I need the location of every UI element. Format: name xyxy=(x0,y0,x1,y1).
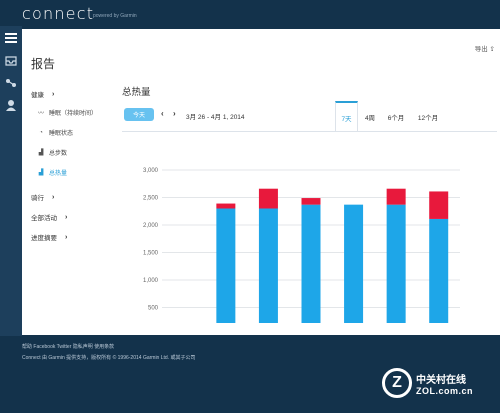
watermark-text: 中关村在线 ZOL.com.cn xyxy=(416,371,473,396)
zol-watermark: Z 中关村在线 ZOL.com.cn xyxy=(382,368,473,398)
today-button[interactable]: 今天 xyxy=(124,108,154,121)
bar-segment-excess xyxy=(216,203,236,209)
chart-header-divider xyxy=(122,131,497,132)
powered-by-text: powered by Garmin xyxy=(93,13,137,19)
footer-copyright: Connect 由 Garmin 提供支持，版权所有 © 1996-2014 G… xyxy=(22,355,196,361)
sidebar-section-progress[interactable]: 进度摘要 › xyxy=(31,232,68,243)
prev-arrow-icon[interactable]: ‹ xyxy=(161,109,164,118)
bar-segment-base xyxy=(258,208,278,323)
y-tick-label: 3,000 xyxy=(143,168,159,174)
sidebar-section-health[interactable]: 健康 › xyxy=(31,89,55,100)
top-bar: connect powered by Garmin xyxy=(0,0,500,26)
watermark-cn: 中关村在线 xyxy=(416,374,466,386)
sidebar-item-total-calories[interactable]: ▟ 总热量 xyxy=(37,168,67,177)
y-tick-label: 500 xyxy=(148,306,159,312)
sidebar-section-cycling[interactable]: 骑行 › xyxy=(31,192,55,203)
tab-4-weeks[interactable]: 4周 xyxy=(364,114,376,122)
sidebar-section-label: 健康 xyxy=(31,92,44,99)
sidebar-item-label: 睡眠（持续时间） xyxy=(49,111,98,117)
export-button[interactable]: 导出 ⇪ xyxy=(474,46,495,53)
tab-7-days[interactable]: 7天 xyxy=(335,101,358,132)
sidebar-item-total-steps[interactable]: ▟ 总步数 xyxy=(37,148,67,157)
bar-segment-excess xyxy=(258,188,278,209)
bar-segment-base xyxy=(216,208,236,323)
connections-icon[interactable] xyxy=(4,76,18,90)
calories-bar-chart: 05001,0001,5002,0002,5003,000周三周四周五周六周日周… xyxy=(143,168,460,323)
bar-segment-base xyxy=(429,218,449,323)
clock-icon: ◔ xyxy=(39,129,43,136)
footer-links[interactable]: 帮助 Facebook Twitter 隐私声明 使用条款 xyxy=(22,344,115,350)
sleep-wave-icon: 〰 xyxy=(37,111,44,117)
connect-logo[interactable]: connect xyxy=(22,4,95,23)
bar-segment-base xyxy=(301,204,321,323)
y-tick-label: 2,000 xyxy=(143,223,159,229)
user-icon[interactable] xyxy=(4,98,18,112)
page-title: 报告 xyxy=(31,57,56,71)
chevron-right-icon: › xyxy=(65,233,68,241)
bar-segment-excess xyxy=(301,198,321,205)
bar-chart-icon: ▟ xyxy=(38,170,44,176)
chevron-down-icon: › xyxy=(52,90,55,98)
left-nav xyxy=(0,26,22,336)
bar-segment-base xyxy=(344,204,364,323)
sidebar-section-label: 进度摘要 xyxy=(31,235,57,242)
main-panel: 导出 ⇪ 报告 健康 › 〰 睡眠（持续时间） ◔ 睡眠状态 ▟ 总步数 ▟ 总… xyxy=(22,29,500,335)
sidebar-item-sleep-duration[interactable]: 〰 睡眠（持续时间） xyxy=(37,108,97,117)
next-arrow-icon[interactable]: › xyxy=(173,109,176,118)
chevron-right-icon: › xyxy=(65,213,68,221)
inbox-icon[interactable] xyxy=(4,54,18,68)
chevron-right-icon: › xyxy=(52,193,55,201)
sidebar-item-label: 总步数 xyxy=(49,151,68,157)
menu-icon[interactable] xyxy=(4,31,18,45)
y-tick-label: 1,500 xyxy=(143,251,159,257)
watermark-en: ZOL.com.cn xyxy=(416,385,474,396)
date-range: 3月 26 - 4月 1, 2014 xyxy=(186,114,245,121)
tab-12-months[interactable]: 12个月 xyxy=(417,114,439,122)
y-tick-label: 2,500 xyxy=(143,196,159,202)
zol-logo-mark: Z xyxy=(382,368,412,398)
sidebar-section-all-activities[interactable]: 全部活动 › xyxy=(31,212,68,223)
sidebar-item-label: 睡眠状态 xyxy=(49,131,74,137)
y-tick-label: 1,000 xyxy=(143,278,159,284)
chart-title: 总热量 xyxy=(122,87,151,98)
bar-segment-excess xyxy=(386,188,406,205)
bar-segment-base xyxy=(386,204,406,323)
sidebar-section-label: 全部活动 xyxy=(31,215,57,222)
bar-chart-icon: ▟ xyxy=(38,150,44,156)
sidebar-section-label: 骑行 xyxy=(31,195,44,202)
sidebar-item-label: 总热量 xyxy=(49,171,68,177)
bar-segment-excess xyxy=(429,191,449,219)
tab-6-months[interactable]: 6个月 xyxy=(387,114,405,122)
sidebar-item-sleep-status[interactable]: ◔ 睡眠状态 xyxy=(37,128,74,138)
